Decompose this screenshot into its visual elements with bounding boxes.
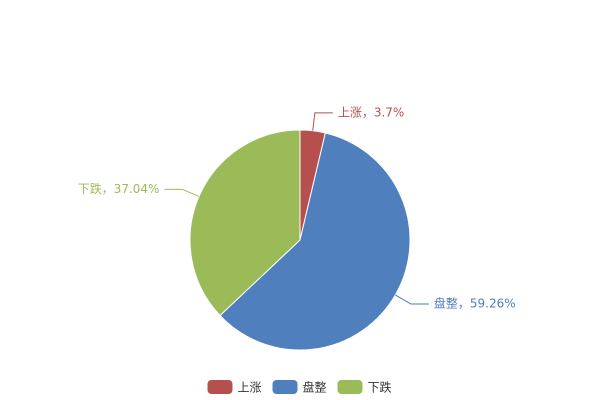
pie-slice bbox=[219, 132, 411, 351]
data-label: 下跌，37.04% bbox=[78, 181, 160, 196]
legend-swatch bbox=[337, 380, 363, 394]
leader-line bbox=[164, 188, 200, 197]
leader-line bbox=[312, 112, 333, 131]
data-label: 上涨，3.7% bbox=[338, 104, 405, 119]
legend-swatch bbox=[207, 380, 233, 394]
leader-line bbox=[395, 294, 429, 305]
legend-swatch bbox=[272, 380, 298, 394]
legend-label: 盘整 bbox=[303, 380, 327, 395]
data-label: 盘整，59.26% bbox=[434, 295, 516, 310]
legend-label: 上涨 bbox=[238, 380, 262, 395]
pie-slice bbox=[189, 129, 301, 317]
legend-label: 下跌 bbox=[368, 380, 392, 395]
